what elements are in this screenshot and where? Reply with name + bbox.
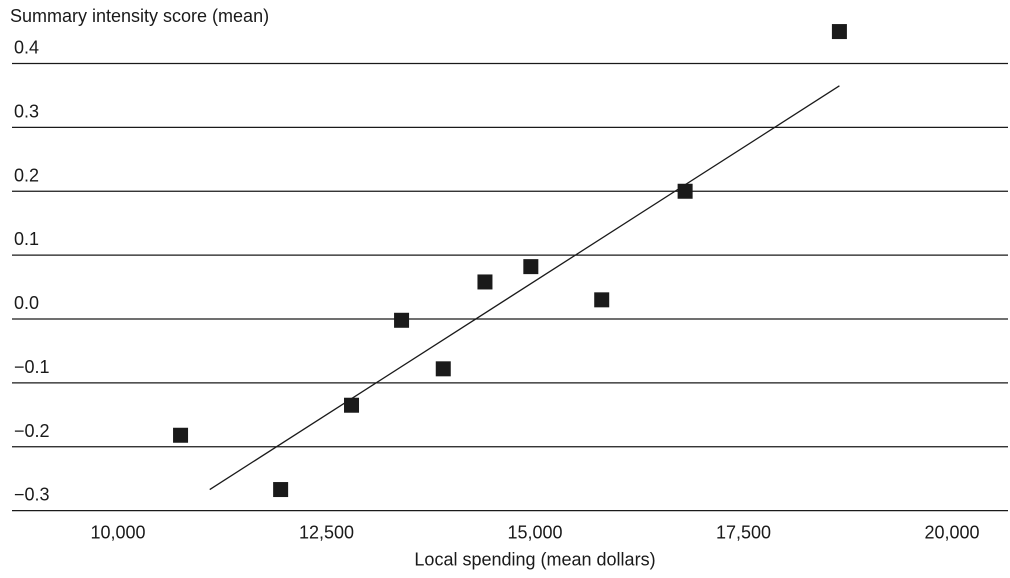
x-tick-label: 10,000 xyxy=(90,523,145,543)
x-tick-label: 15,000 xyxy=(507,523,562,543)
x-tick-label: 12,500 xyxy=(299,523,354,543)
data-point xyxy=(594,292,610,308)
y-tick-label: 0.3 xyxy=(14,101,39,121)
trendline xyxy=(209,85,840,491)
data-point xyxy=(435,361,451,377)
trendline-layer xyxy=(209,85,840,491)
y-axis-title: Summary intensity score (mean) xyxy=(10,6,269,26)
y-tick-label: 0.4 xyxy=(14,38,39,58)
data-point xyxy=(677,183,693,199)
data-point xyxy=(273,482,289,498)
x-tick-label: 20,000 xyxy=(924,523,979,543)
data-point xyxy=(344,397,360,413)
gridlines xyxy=(12,62,1008,512)
data-points xyxy=(173,24,847,498)
y-tick-label: 0.2 xyxy=(14,165,39,185)
data-point xyxy=(523,259,539,275)
data-point xyxy=(173,427,189,443)
x-tick-label: 17,500 xyxy=(716,523,771,543)
y-tick-label: −0.2 xyxy=(14,421,50,441)
x-axis-title: Local spending (mean dollars) xyxy=(414,550,655,570)
data-point xyxy=(831,24,847,40)
y-tick-labels: 0.4 0.3 0.2 0.1 0.0 −0.1 −0.2 −0.3 xyxy=(14,38,50,505)
data-point xyxy=(394,312,410,328)
x-tick-labels: 10,000 12,500 15,000 17,500 20,000 xyxy=(90,523,979,543)
y-tick-label: 0.1 xyxy=(14,229,39,249)
y-tick-label: −0.1 xyxy=(14,357,50,377)
y-tick-label: −0.3 xyxy=(14,485,50,505)
data-point xyxy=(477,274,493,290)
y-tick-label: 0.0 xyxy=(14,293,39,313)
